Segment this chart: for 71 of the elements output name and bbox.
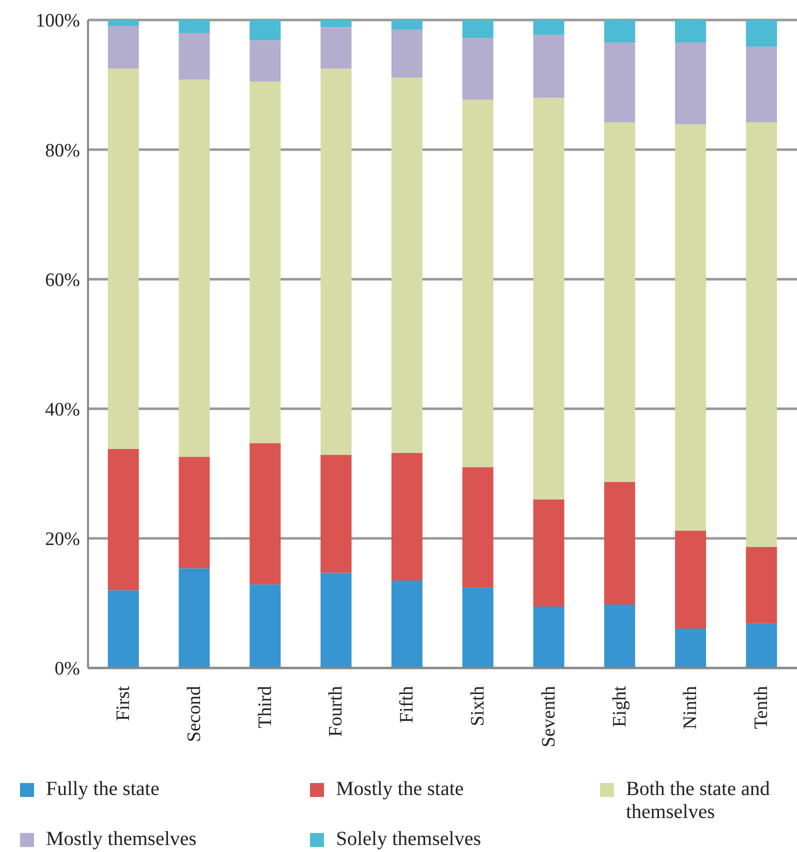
bar	[462, 20, 494, 38]
bar	[675, 530, 706, 628]
bar	[533, 606, 564, 668]
bar	[178, 20, 210, 33]
bar	[250, 20, 281, 40]
bar	[604, 482, 636, 604]
legend-label: Fully the state	[46, 778, 160, 801]
bar	[178, 80, 210, 457]
bar	[108, 448, 139, 590]
bar	[108, 68, 139, 449]
y-tick-label: 60%	[45, 270, 80, 291]
x-tick-label: Tenth	[751, 686, 772, 729]
bar	[250, 443, 281, 584]
bar	[533, 34, 564, 98]
x-tick-label: Third	[254, 686, 276, 728]
bar	[746, 122, 777, 547]
bar	[391, 580, 422, 668]
bar	[533, 98, 564, 500]
bar	[462, 588, 494, 668]
bar	[462, 100, 494, 468]
y-tick-label: 20%	[45, 529, 80, 550]
x-tick-label: First	[112, 685, 134, 721]
bar	[320, 454, 352, 573]
bar	[250, 584, 281, 668]
bar	[178, 32, 210, 80]
y-tick-label: 40%	[45, 400, 80, 421]
bar	[391, 20, 422, 30]
bar	[108, 20, 139, 26]
legend-label: Solely themselves	[336, 828, 481, 851]
bar	[320, 20, 352, 28]
bar	[250, 40, 281, 82]
legend-label: Mostly the state	[336, 778, 464, 801]
y-tick-label: 80%	[45, 140, 80, 162]
bar	[675, 124, 706, 531]
y-tick-label: 0%	[54, 658, 80, 680]
bar	[675, 20, 706, 43]
bar	[108, 590, 139, 668]
bar	[108, 26, 139, 69]
x-tick-label: Eight	[609, 685, 630, 728]
bar	[391, 78, 422, 453]
bar	[675, 42, 706, 124]
legend-label: Mostly themselves	[46, 828, 197, 851]
bar	[746, 46, 777, 122]
legend-label: Both the state and themselves	[626, 778, 771, 824]
x-tick-label: Second	[184, 686, 205, 742]
x-tick-label: Fifth	[396, 686, 418, 723]
bar	[604, 122, 636, 482]
x-tick-label: Sixth	[467, 686, 488, 726]
bar	[250, 82, 281, 444]
bar	[178, 568, 210, 668]
bar	[533, 500, 564, 606]
bar	[533, 20, 564, 35]
bar	[391, 452, 422, 581]
bar	[178, 456, 210, 568]
bar	[391, 30, 422, 78]
bar	[320, 68, 352, 455]
bar	[746, 624, 777, 668]
x-tick-label: Fourth	[326, 686, 347, 737]
y-tick-label: 100%	[36, 10, 80, 32]
bar	[320, 572, 352, 668]
bar	[746, 20, 777, 47]
bar	[604, 42, 636, 122]
bar	[462, 38, 494, 100]
x-tick-label: Seventh	[538, 686, 560, 748]
bar	[320, 27, 352, 69]
bar	[604, 604, 636, 668]
bar	[462, 467, 494, 588]
bar	[604, 20, 636, 43]
x-tick-label: Ninth	[680, 686, 702, 730]
bar	[746, 546, 777, 624]
bar	[675, 628, 706, 668]
